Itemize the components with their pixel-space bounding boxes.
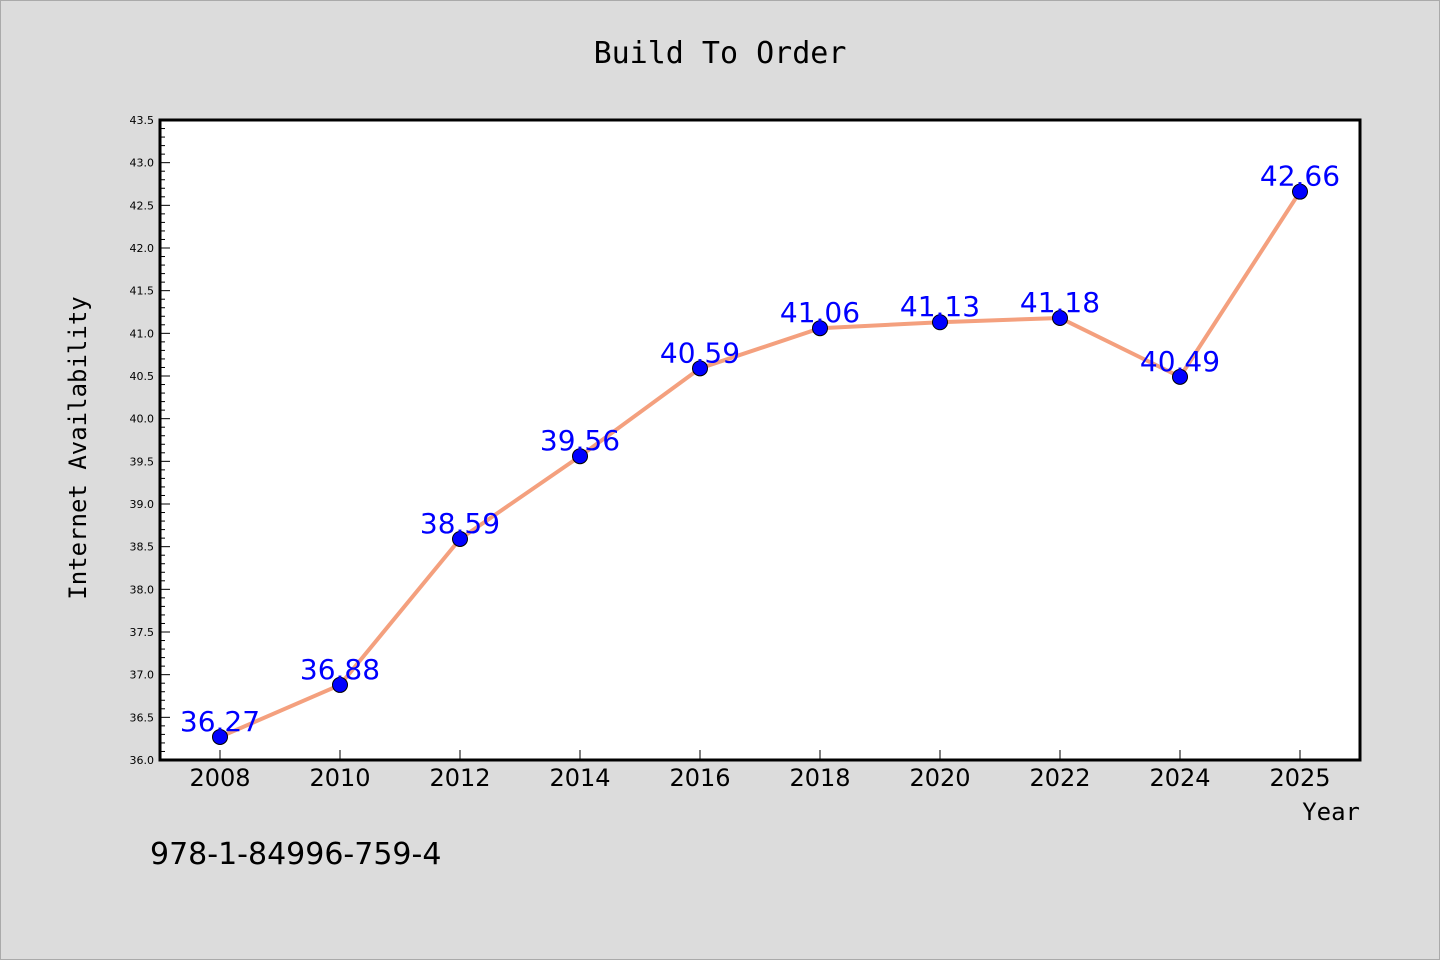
data-point [212,728,228,745]
x-tick-label: 2014 [549,764,610,792]
y-tick-label: 40.5 [130,370,155,383]
data-point [1292,183,1308,200]
x-axis-label: Year [1302,798,1360,826]
chart-title: Build To Order [594,36,847,71]
y-axis: 36.0 36.5 37.0 37.5 38.0 38.5 39.0 39.5 40.0 40.5… [130,114,170,767]
y-tick-label: 39.0 [130,498,155,511]
data-label: 41.18 [1020,286,1100,319]
data-point [1172,368,1188,385]
x-tick-label: 2012 [429,764,490,792]
y-tick-label: 41.0 [130,327,155,340]
plot-area [158,118,1362,762]
data-point [332,676,348,693]
data-label: 40.59 [660,336,740,369]
y-tick-label: 37.0 [130,669,155,682]
y-tick-label: 43.0 [130,157,155,170]
x-tick-label: 2020 [909,764,970,792]
data-label: 41.13 [900,290,980,323]
series-line [218,189,1302,739]
x-tick-label: 2010 [309,764,370,792]
y-tick-label: 39.5 [130,455,155,468]
x-tick-label: 2025 [1269,764,1330,792]
y-tick-label: 37.5 [130,626,155,639]
data-label: 39.56 [540,424,620,457]
x-tick-label: 2008 [189,764,250,792]
y-tick-label: 36.0 [130,754,155,767]
y-tick-label: 41.5 [130,285,155,298]
x-tick-label: 2016 [669,764,730,792]
x-tick-label: 2018 [789,764,850,792]
data-point [452,530,468,547]
data-point [812,320,828,337]
data-point [692,360,708,377]
y-tick-label: 38.0 [130,583,155,596]
data-label: 36.88 [300,653,380,686]
series-layer: 36.27 36.88 38.59 39.56 40.59 41.06 41.13 41.18… [180,160,1340,745]
data-label: 38.59 [420,507,500,540]
y-tick-label: 42.0 [130,242,155,255]
data-point [572,448,588,465]
data-label: 40.49 [1140,345,1220,378]
isbn-footer: 978-1-84996-759-4 [150,837,441,872]
y-tick-label: 36.5 [130,711,155,724]
data-label: 42.66 [1260,160,1340,193]
y-tick-label: 38.5 [130,541,155,554]
y-tick-label: 40.0 [130,413,155,426]
data-point [932,314,948,331]
x-axis: 2008 2010 2012 2014 2016 2018 2020 2022 2024 2025 [189,750,1331,792]
x-tick-label: 2022 [1029,764,1090,792]
data-label: 36.27 [180,705,260,738]
y-tick-label: 42.5 [130,199,155,212]
data-label: 41.06 [780,296,860,329]
y-axis-label: Internet Availability [64,296,92,599]
x-tick-label: 2024 [1149,764,1210,792]
data-point [1052,309,1068,326]
y-tick-label: 43.5 [130,114,155,127]
